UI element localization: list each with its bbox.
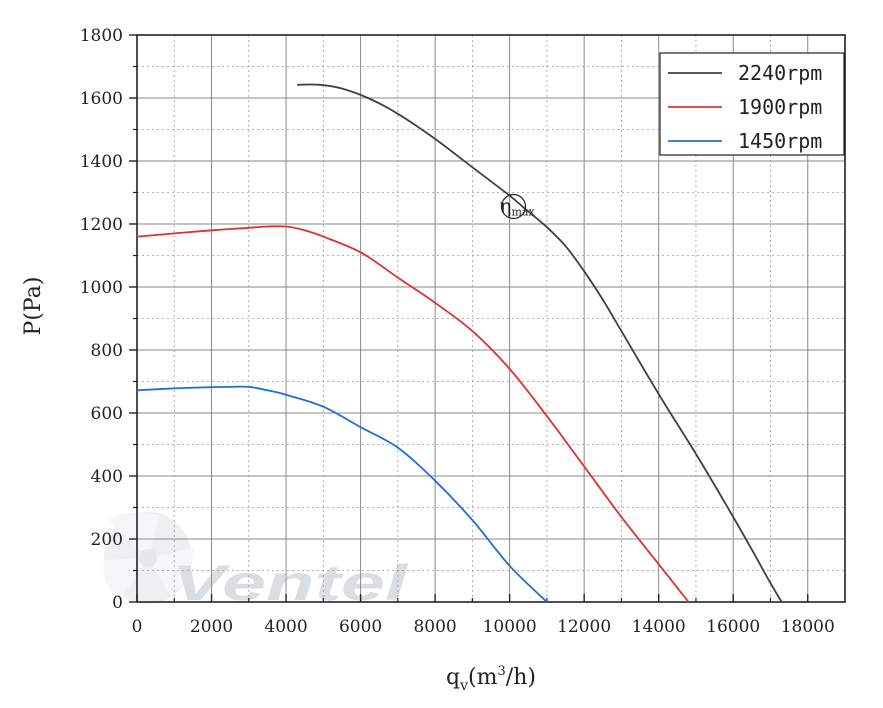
y-tick-label: 1400 bbox=[80, 152, 123, 172]
y-tick-labels: 0 200 400 600 800 1000 1200 1400 1600 1800 bbox=[80, 26, 123, 613]
x-tick-label: 14000 bbox=[632, 617, 686, 637]
major-grid bbox=[137, 35, 845, 602]
fan-logo-icon bbox=[103, 512, 195, 604]
series-line-1900rpm bbox=[136, 225, 690, 603]
x-axis-title: qv(m3/h) bbox=[446, 664, 536, 694]
y-tick-label: 600 bbox=[91, 404, 123, 424]
x-tick-label: 10000 bbox=[483, 617, 537, 637]
y-tick-label: 1000 bbox=[80, 278, 123, 298]
x-tick-label: 12000 bbox=[557, 617, 611, 637]
series-line-2240rpm bbox=[297, 83, 783, 603]
x-tick-label: 2000 bbox=[190, 617, 233, 637]
y-tick-label: 400 bbox=[91, 467, 123, 487]
series-line-1450rpm bbox=[136, 385, 548, 603]
x-tick-label: 0 bbox=[132, 617, 143, 637]
ventel-watermark: Ventel bbox=[103, 512, 409, 611]
eta-circle-icon bbox=[500, 193, 527, 220]
y-tick-label: 1800 bbox=[80, 26, 123, 46]
x-tick-label: 8000 bbox=[413, 617, 456, 637]
x-tick-label: 6000 bbox=[339, 617, 382, 637]
series-lines bbox=[136, 83, 783, 603]
x-tick-label: 16000 bbox=[706, 617, 760, 637]
eta-max-marker: ηmax bbox=[499, 193, 535, 220]
y-tick-label: 0 bbox=[112, 593, 123, 613]
x-tick-labels: 0 2000 4000 6000 8000 10000 12000 14000 16000 180… bbox=[132, 617, 835, 637]
legend-label-1450rpm: 1450rpm bbox=[738, 129, 822, 153]
y-axis-title: P(Pa) bbox=[21, 277, 46, 336]
legend-label-1900rpm: 1900rpm bbox=[738, 95, 822, 119]
y-tick-label: 200 bbox=[91, 530, 123, 550]
y-tick-label: 1600 bbox=[80, 89, 123, 109]
y-tick-label: 800 bbox=[91, 341, 123, 361]
x-tick-label: 18000 bbox=[781, 617, 835, 637]
axis-ticks bbox=[129, 34, 809, 603]
legend-box bbox=[659, 52, 845, 156]
eta-max-label: ηmax bbox=[499, 194, 535, 219]
legend: 2240rpm 1900rpm 1450rpm bbox=[659, 52, 845, 156]
legend-label-2240rpm: 2240rpm bbox=[738, 61, 822, 85]
y-tick-label: 1200 bbox=[80, 215, 123, 235]
x-tick-label: 4000 bbox=[264, 617, 307, 637]
